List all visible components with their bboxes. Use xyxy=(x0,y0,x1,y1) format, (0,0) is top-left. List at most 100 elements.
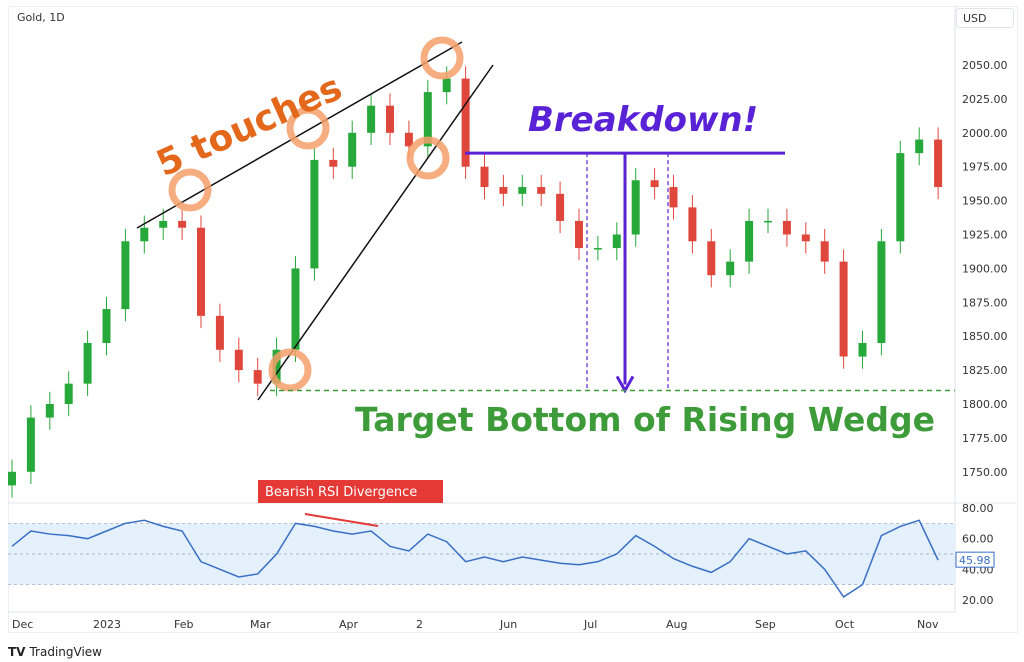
price-tick-label: 1950.00 xyxy=(962,195,1008,208)
touches-label: 5 touches xyxy=(151,67,349,185)
candle-body xyxy=(669,187,678,208)
candle-body xyxy=(215,315,224,350)
candle-body xyxy=(915,139,924,154)
candle-body xyxy=(140,227,149,242)
price-tick-label: 1825.00 xyxy=(962,364,1008,377)
candle-body xyxy=(8,471,16,486)
candle-body xyxy=(820,241,829,262)
candle-body xyxy=(745,220,754,262)
wedge-lower-line xyxy=(257,64,494,401)
candle-body xyxy=(499,187,508,194)
candle-body xyxy=(537,187,546,194)
price-tick-label: 2050.00 xyxy=(962,59,1008,72)
candle-body xyxy=(556,193,565,221)
candle-body xyxy=(64,383,73,404)
candle-body xyxy=(348,132,357,167)
candle-body xyxy=(839,261,848,357)
price-tick-label: 2000.00 xyxy=(962,127,1008,140)
time-tick-label: Jul xyxy=(583,618,597,631)
candle-body xyxy=(404,132,413,147)
candle-body xyxy=(801,234,810,242)
divergence-line xyxy=(304,513,379,527)
price-tick-label: 1750.00 xyxy=(962,466,1008,479)
chart-frame xyxy=(8,6,1018,633)
wedge-upper-line xyxy=(136,41,463,229)
candle-body xyxy=(612,234,621,249)
candle-body xyxy=(386,105,394,133)
breakdown-label: Breakdown! xyxy=(528,100,758,140)
time-tick-label: Dec xyxy=(12,618,33,631)
candle-body xyxy=(726,261,735,276)
rsi-tick-label: 60.00 xyxy=(962,533,994,546)
candle-body xyxy=(764,220,772,223)
candle-body xyxy=(121,241,130,310)
time-tick-label: Aug xyxy=(666,618,687,631)
price-tick-label: 2025.00 xyxy=(962,93,1008,106)
candle-body xyxy=(102,309,111,343)
candle-body xyxy=(650,180,659,188)
candle-body xyxy=(253,370,262,384)
time-tick-label: Sep xyxy=(755,618,776,631)
candle-body xyxy=(631,180,640,235)
rsi-tick-label: 80.00 xyxy=(962,502,994,515)
candle-body xyxy=(367,105,376,133)
touch-circle xyxy=(268,348,312,392)
candle-body xyxy=(858,342,867,357)
candle-body xyxy=(423,92,432,147)
chart-title: Gold, 1D xyxy=(17,11,65,24)
brand-text: TradingView xyxy=(29,645,102,659)
divergence-label-box xyxy=(258,480,443,503)
candle-body xyxy=(593,248,602,250)
candle-body xyxy=(291,268,300,350)
candle-body xyxy=(159,220,168,228)
time-tick-label: Oct xyxy=(835,618,855,631)
candle-body xyxy=(896,153,905,242)
tradingview-logo: TV TradingView xyxy=(8,645,102,659)
time-tick-label: Apr xyxy=(339,618,359,631)
price-tick-label: 1875.00 xyxy=(962,296,1008,309)
candle-body xyxy=(310,159,319,269)
price-tick-label: 1925.00 xyxy=(962,229,1008,242)
candle-body xyxy=(782,220,791,235)
touch-circle xyxy=(286,106,330,150)
rsi-value-tag xyxy=(955,551,995,568)
candle-body xyxy=(83,342,92,384)
candle-body xyxy=(480,166,489,188)
candle-body xyxy=(877,241,886,343)
candle-body xyxy=(234,349,243,371)
tv-logo-icon: TV xyxy=(8,645,26,659)
touch-circle xyxy=(406,136,450,180)
candle-body xyxy=(442,78,451,93)
candle-body xyxy=(707,241,716,276)
time-tick-label: Jun xyxy=(499,618,517,631)
currency-button[interactable]: USD xyxy=(956,8,1014,28)
divergence-label: Bearish RSI Divergence xyxy=(265,485,417,500)
touch-circle xyxy=(168,168,212,212)
price-tick-label: 1975.00 xyxy=(962,161,1008,174)
time-tick-label: Feb xyxy=(174,618,193,631)
rsi-line xyxy=(11,519,939,598)
candle-body xyxy=(272,349,281,384)
target-label: Target Bottom of Rising Wedge xyxy=(355,400,935,439)
candle-body xyxy=(518,187,527,194)
candle-body xyxy=(461,78,470,167)
price-tick-label: 1900.00 xyxy=(962,262,1008,275)
price-tick-label: 1775.00 xyxy=(962,432,1008,445)
price-tick-label: 1800.00 xyxy=(962,398,1008,411)
candle-body xyxy=(197,227,205,316)
candle-body xyxy=(934,139,943,188)
time-tick-label: Mar xyxy=(250,618,271,631)
time-tick-label: Nov xyxy=(917,618,939,631)
candle-body xyxy=(688,207,697,242)
candle-body xyxy=(178,220,187,228)
rsi-tick-label: 20.00 xyxy=(962,594,994,607)
rsi-last-value: 45.98 xyxy=(959,554,991,567)
time-tick-label: 2 xyxy=(416,618,423,631)
candle-body xyxy=(575,220,583,249)
touch-circle xyxy=(420,36,464,80)
candle-body xyxy=(26,417,35,472)
time-tick-label: 2023 xyxy=(93,618,121,631)
price-tick-label: 1850.00 xyxy=(962,330,1008,343)
candle-body xyxy=(45,404,54,418)
